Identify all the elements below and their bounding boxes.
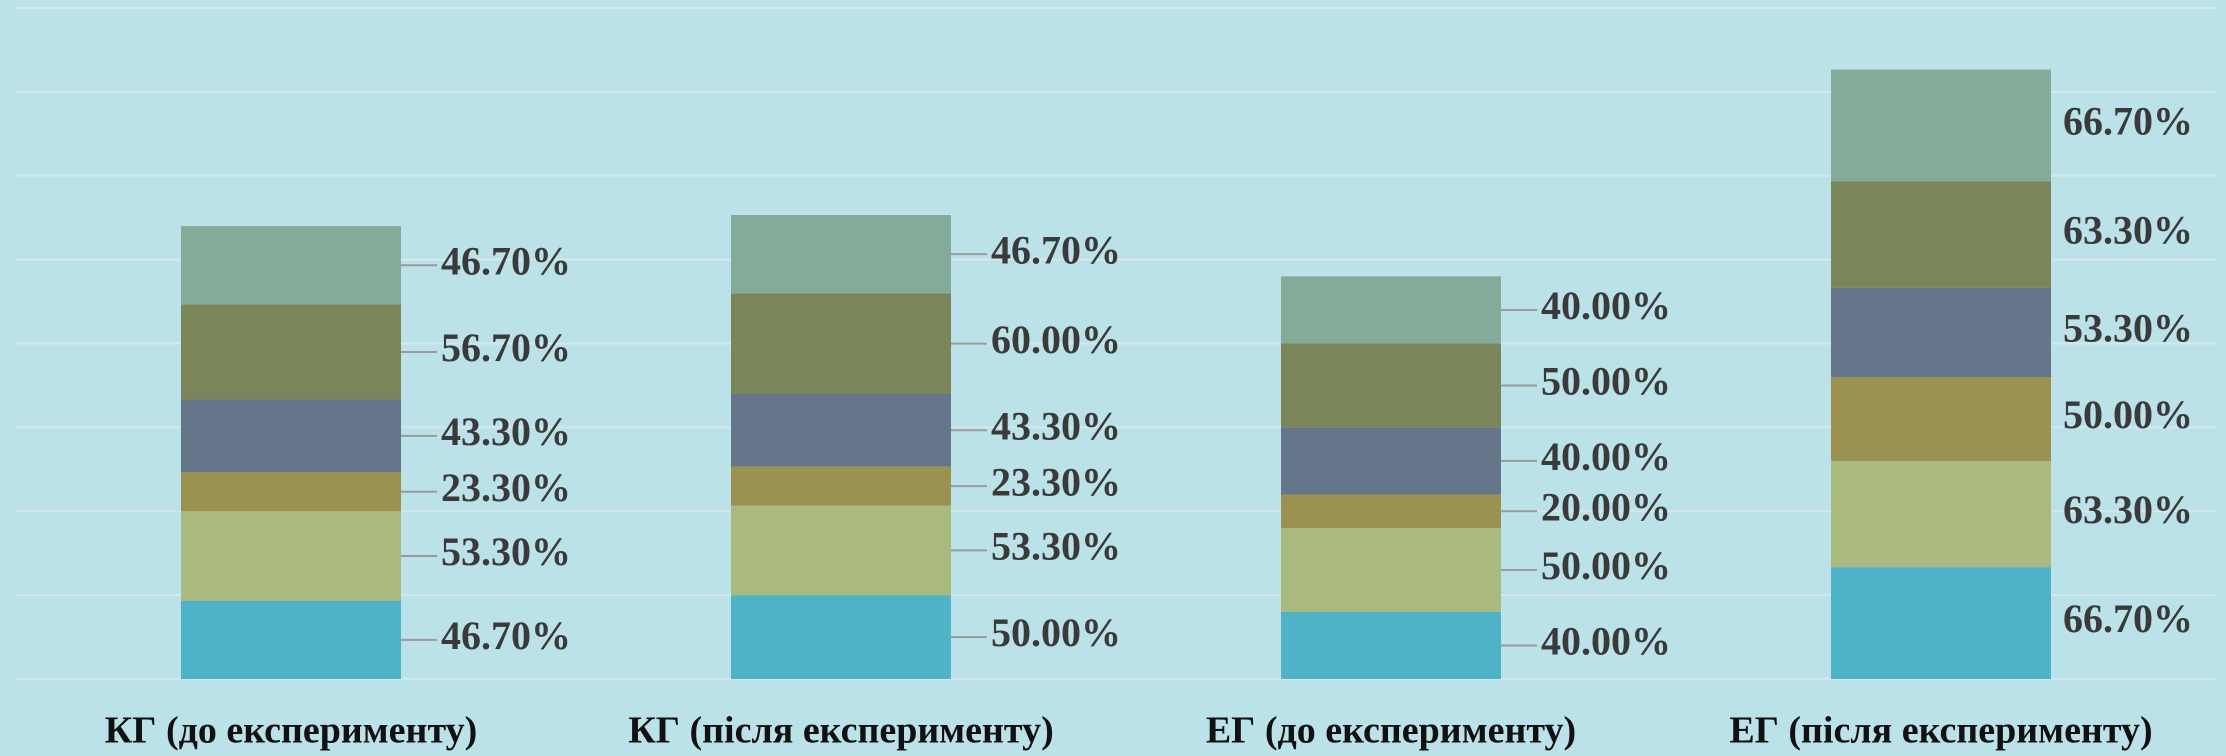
bar-segment <box>731 595 951 679</box>
bar-segment <box>181 472 401 512</box>
value-label: 56.70% <box>441 325 571 370</box>
value-label: 53.30% <box>991 524 1121 569</box>
bar-segment <box>181 600 401 679</box>
value-label: 60.00% <box>991 317 1121 362</box>
value-label: 43.30% <box>441 409 571 454</box>
value-label: 66.70% <box>2063 99 2193 144</box>
bar-segment <box>1281 611 1501 679</box>
value-label: 46.70% <box>441 613 571 658</box>
value-label: 40.00% <box>1541 619 1671 664</box>
x-tick-label: ЕГ (до експерименту) <box>1206 710 1576 752</box>
value-label: 50.00% <box>1541 359 1671 404</box>
value-label: 46.70% <box>991 227 1121 272</box>
x-tick-label: ЕГ (після експерименту) <box>1729 710 2152 752</box>
bar-segment <box>731 293 951 394</box>
bar-segment <box>1281 528 1501 612</box>
bar-segment <box>1831 567 2051 679</box>
bar-segment <box>1831 460 2051 568</box>
bar-segment <box>1281 343 1501 428</box>
bar-segment <box>181 511 401 601</box>
bar-segment <box>1831 377 2051 461</box>
bar-segment <box>731 215 951 294</box>
value-label: 40.00% <box>1541 434 1671 479</box>
value-label: 23.30% <box>991 459 1121 504</box>
value-label: 53.30% <box>441 529 571 574</box>
bar-segment <box>731 466 951 506</box>
x-tick-label: КГ (до експерименту) <box>105 710 478 752</box>
bar-segment <box>181 304 401 400</box>
bar-segment <box>1281 276 1501 344</box>
bar-segment <box>181 226 401 305</box>
value-label: 63.30% <box>2063 208 2193 253</box>
value-label: 40.00% <box>1541 283 1671 328</box>
bar-segment <box>1831 69 2051 182</box>
value-label: 50.00% <box>1541 543 1671 588</box>
bar-segment <box>1281 494 1501 529</box>
value-label: 50.00% <box>991 610 1121 655</box>
bar-segment <box>1831 181 2051 288</box>
value-label: 20.00% <box>1541 484 1671 529</box>
bar-segment <box>1831 287 2051 378</box>
x-tick-label: КГ (після експерименту) <box>628 710 1054 752</box>
value-label: 23.30% <box>441 465 571 510</box>
value-label: 46.70% <box>441 238 571 283</box>
value-label: 66.70% <box>2063 596 2193 641</box>
bar-segment <box>731 393 951 467</box>
value-label: 63.30% <box>2063 487 2193 532</box>
value-label: 53.30% <box>2063 306 2193 351</box>
bar-segment <box>181 399 401 473</box>
bar-segment <box>1281 427 1501 495</box>
bar-segment <box>731 505 951 596</box>
value-label: 50.00% <box>2063 392 2193 437</box>
value-label: 43.30% <box>991 403 1121 448</box>
